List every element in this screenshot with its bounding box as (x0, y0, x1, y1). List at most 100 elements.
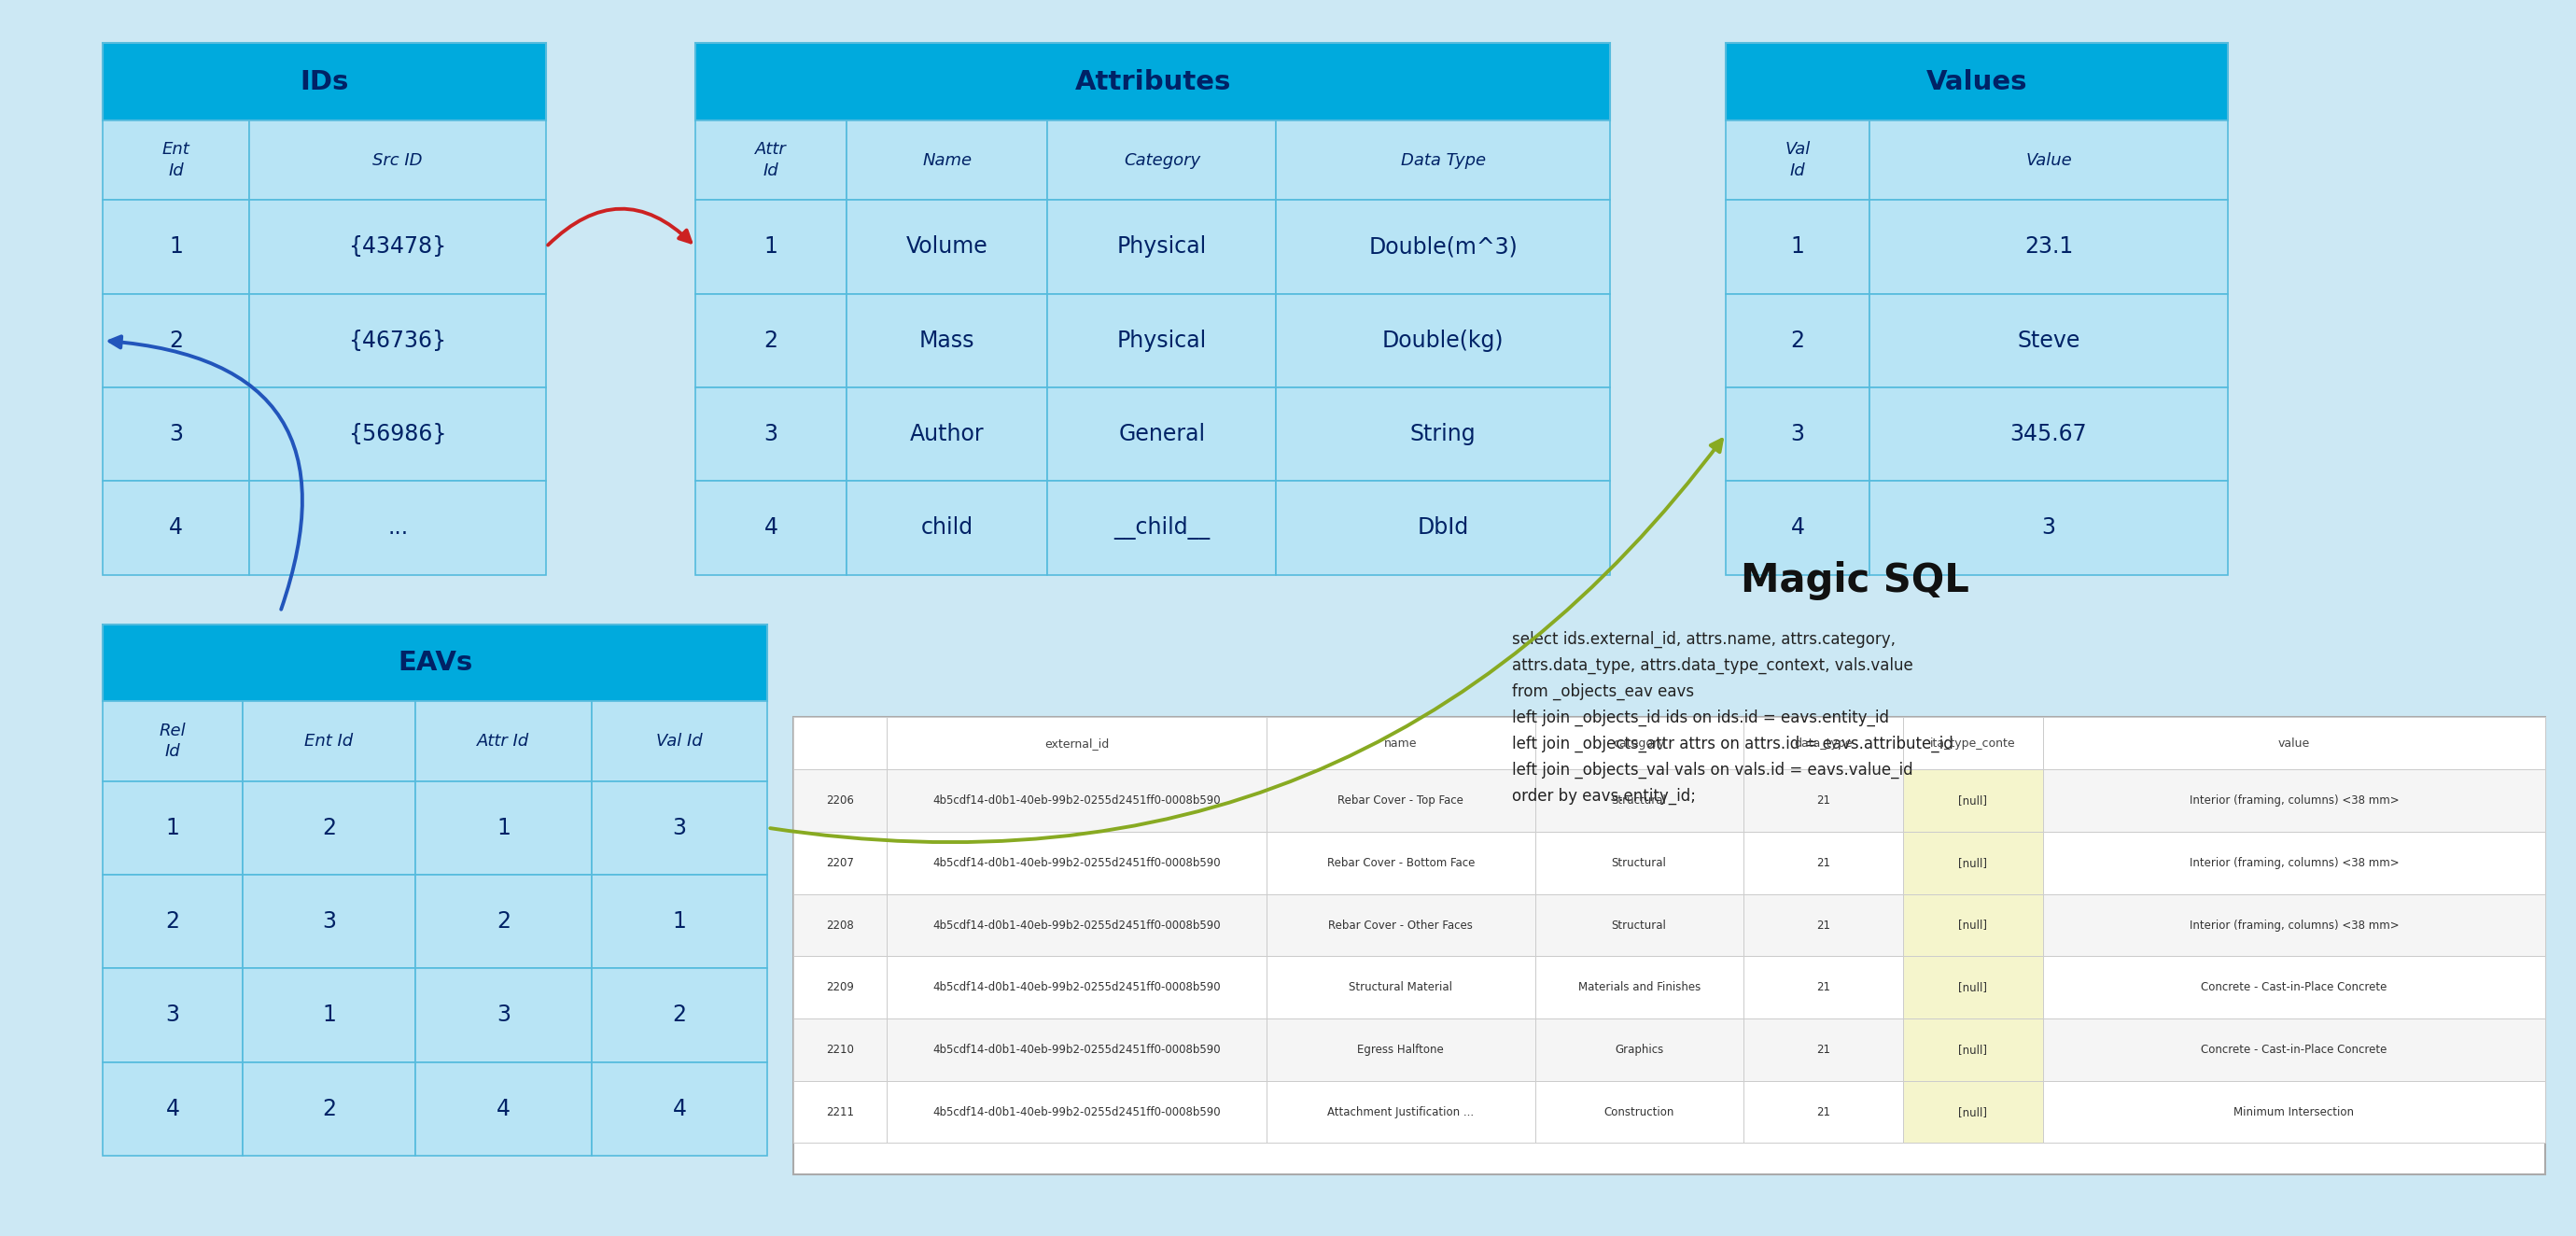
Bar (1744, 770, 1904, 832)
Bar (2043, 957, 2545, 1018)
Bar (1904, 1080, 2043, 1143)
Text: 1: 1 (765, 236, 778, 258)
Text: 2: 2 (322, 1098, 335, 1120)
Bar (592, 781, 768, 875)
Bar (103, 701, 242, 781)
Bar (1744, 832, 1904, 894)
Text: 3: 3 (165, 1004, 180, 1026)
Text: Attributes: Attributes (1074, 69, 1231, 95)
Bar (886, 1080, 1267, 1143)
Text: Structural: Structural (1613, 920, 1667, 931)
Bar (592, 701, 768, 781)
Bar (242, 701, 415, 781)
Bar (848, 481, 1048, 575)
Bar (250, 200, 546, 294)
Bar (696, 387, 848, 481)
Bar (886, 1018, 1267, 1080)
Bar (242, 781, 415, 875)
Text: Category: Category (1123, 152, 1200, 168)
Bar (1535, 717, 1744, 770)
Text: 4: 4 (765, 517, 778, 539)
Bar (1275, 481, 1610, 575)
Text: 3: 3 (672, 817, 688, 839)
Text: 3: 3 (497, 1004, 510, 1026)
Text: String: String (1409, 423, 1476, 445)
Bar (2043, 770, 2545, 832)
Bar (793, 1018, 886, 1080)
Bar (886, 957, 1267, 1018)
Text: 4b5cdf14-d0b1-40eb-99b2-0255d2451ff0-0008b590: 4b5cdf14-d0b1-40eb-99b2-0255d2451ff0-000… (933, 795, 1221, 807)
Bar (1535, 1080, 1744, 1143)
Text: 21: 21 (1816, 1106, 1829, 1119)
Text: Steve: Steve (2017, 329, 2079, 352)
Text: Interior (framing, columns) <38 mm>: Interior (framing, columns) <38 mm> (2190, 920, 2398, 931)
Text: 2: 2 (165, 910, 180, 933)
Text: 21: 21 (1816, 1043, 1829, 1056)
Text: 3: 3 (765, 423, 778, 445)
Bar (793, 717, 886, 770)
Bar (696, 481, 848, 575)
Text: [null]: [null] (1958, 795, 1986, 807)
Bar (415, 1062, 592, 1156)
Text: Rel
Id: Rel Id (160, 722, 185, 760)
Bar (1535, 894, 1744, 957)
Text: Concrete - Cast-in-Place Concrete: Concrete - Cast-in-Place Concrete (2200, 1043, 2388, 1056)
Text: 3: 3 (2043, 517, 2056, 539)
Bar (250, 294, 546, 387)
Text: 21: 21 (1816, 795, 1829, 807)
Bar (848, 120, 1048, 200)
Text: EAVs: EAVs (397, 650, 474, 676)
Bar (1275, 120, 1610, 200)
Text: {43478}: {43478} (348, 236, 446, 258)
Text: 4b5cdf14-d0b1-40eb-99b2-0255d2451ff0-0008b590: 4b5cdf14-d0b1-40eb-99b2-0255d2451ff0-000… (933, 857, 1221, 869)
Text: 4b5cdf14-d0b1-40eb-99b2-0255d2451ff0-0008b590: 4b5cdf14-d0b1-40eb-99b2-0255d2451ff0-000… (933, 1043, 1221, 1056)
Text: 3: 3 (1790, 423, 1806, 445)
Text: 21: 21 (1816, 981, 1829, 994)
Bar (696, 43, 1610, 120)
Bar (1267, 894, 1535, 957)
Bar (1275, 294, 1610, 387)
Text: select ids.external_id, attrs.name, attrs.category,
attrs.data_type, attrs.data_: select ids.external_id, attrs.name, attr… (1512, 630, 1953, 805)
Bar (886, 770, 1267, 832)
Text: ...: ... (386, 517, 407, 539)
Bar (103, 781, 242, 875)
Text: 2: 2 (497, 910, 510, 933)
Text: 4b5cdf14-d0b1-40eb-99b2-0255d2451ff0-0008b590: 4b5cdf14-d0b1-40eb-99b2-0255d2451ff0-000… (933, 1106, 1221, 1119)
Text: [null]: [null] (1958, 1106, 1986, 1119)
Text: Mass: Mass (920, 329, 974, 352)
Bar (1048, 200, 1275, 294)
Bar (1904, 894, 2043, 957)
Bar (793, 770, 886, 832)
Text: 1: 1 (1790, 236, 1803, 258)
Text: {56986}: {56986} (348, 423, 446, 445)
Bar (1535, 770, 1744, 832)
Bar (2043, 894, 2545, 957)
Bar (848, 200, 1048, 294)
Text: 2210: 2210 (827, 1043, 855, 1056)
Bar (1870, 200, 2228, 294)
Bar (1904, 1018, 2043, 1080)
Text: Rebar Cover - Other Faces: Rebar Cover - Other Faces (1329, 920, 1473, 931)
Text: [null]: [null] (1958, 1043, 1986, 1056)
Bar (793, 717, 2545, 1174)
Bar (793, 894, 886, 957)
Bar (2043, 717, 2545, 770)
Bar (415, 875, 592, 968)
Text: 2207: 2207 (827, 857, 855, 869)
Text: 2211: 2211 (827, 1106, 855, 1119)
Text: Volume: Volume (907, 236, 989, 258)
Text: 1: 1 (322, 1004, 335, 1026)
Text: [null]: [null] (1958, 857, 1986, 869)
Text: 2: 2 (170, 329, 183, 352)
Bar (2043, 832, 2545, 894)
Bar (1744, 1080, 1904, 1143)
Text: __child__: __child__ (1113, 517, 1211, 540)
Text: Attr
Id: Attr Id (755, 141, 786, 179)
Bar (1267, 957, 1535, 1018)
Text: Structural: Structural (1613, 857, 1667, 869)
Text: Double(kg): Double(kg) (1383, 329, 1504, 352)
Text: name: name (1383, 737, 1417, 749)
Text: 23.1: 23.1 (2025, 236, 2074, 258)
Text: Src ID: Src ID (374, 152, 422, 168)
Text: [null]: [null] (1958, 981, 1986, 994)
